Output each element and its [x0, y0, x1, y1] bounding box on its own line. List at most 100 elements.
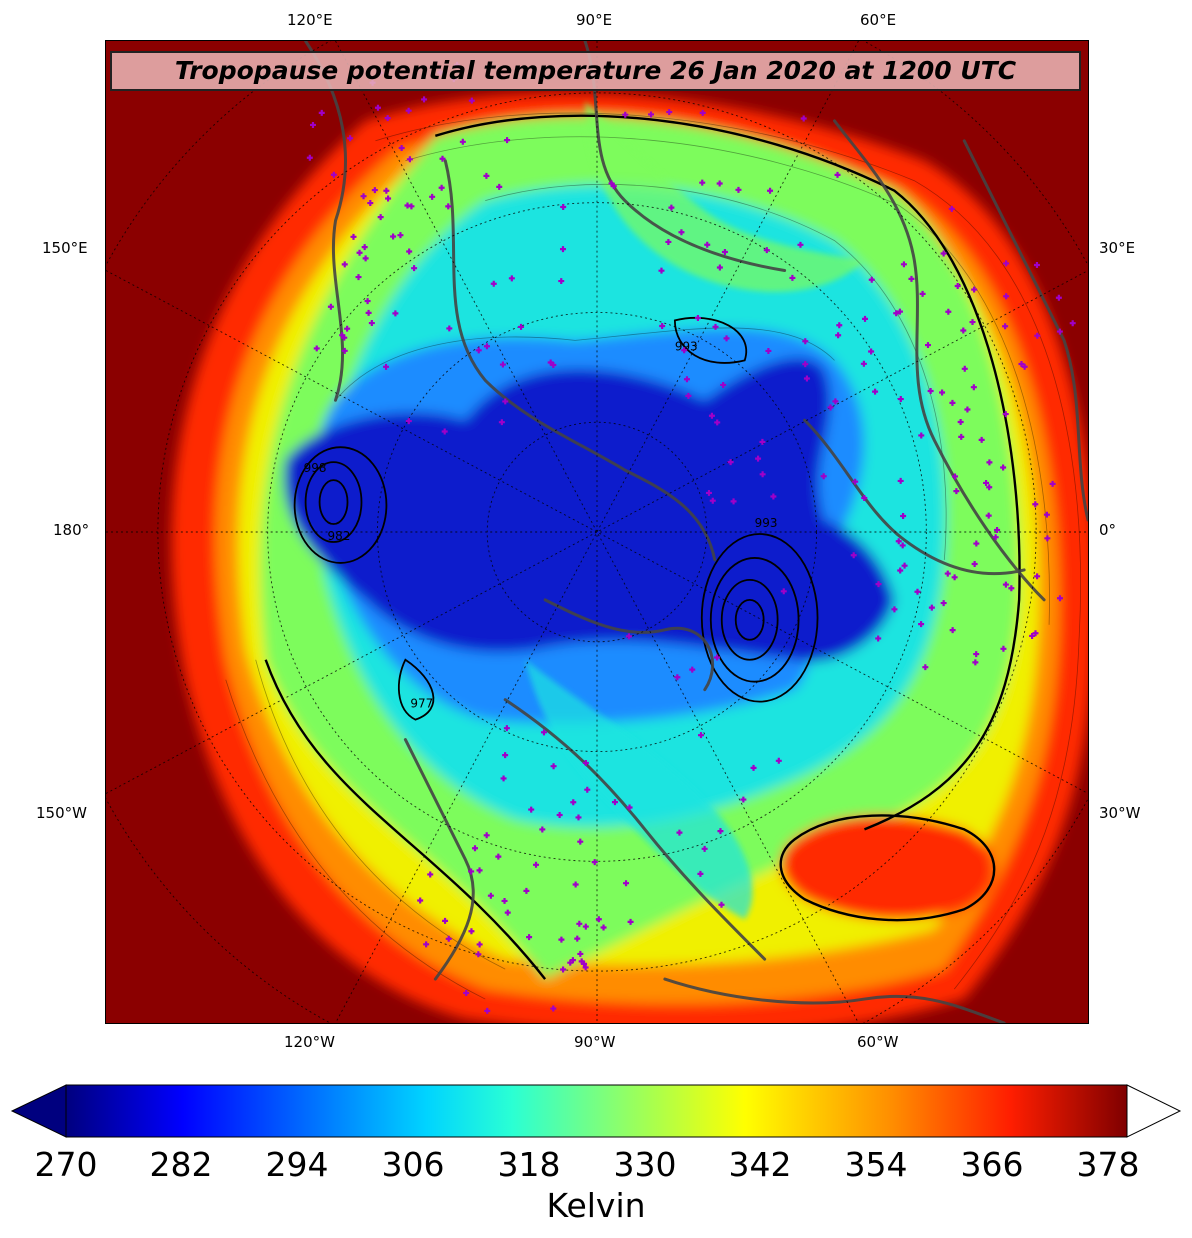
station-marker — [891, 606, 898, 613]
station-marker — [385, 195, 392, 202]
station-marker — [914, 588, 921, 595]
contour-label: 993 — [675, 339, 698, 353]
station-marker — [897, 396, 904, 403]
station-marker — [986, 484, 993, 491]
station-marker — [797, 241, 804, 248]
contour-isentrope — [405, 136, 1050, 625]
station-marker — [1034, 573, 1041, 580]
station-marker — [550, 361, 557, 368]
station-marker — [1021, 363, 1028, 370]
station-marker — [666, 109, 673, 116]
contour-isentrope — [485, 183, 947, 560]
station-marker — [356, 249, 363, 256]
station-marker — [1055, 294, 1062, 301]
station-marker — [390, 233, 397, 240]
station-marker — [1008, 585, 1015, 592]
station-marker — [900, 261, 907, 268]
station-marker — [1033, 261, 1040, 268]
station-marker — [714, 419, 721, 426]
station-marker — [897, 567, 904, 574]
colorbar-tick: 366 — [960, 1145, 1024, 1184]
colorbar-min-extension — [10, 1084, 67, 1138]
station-marker — [406, 156, 413, 163]
station-marker — [648, 111, 655, 118]
contour-label: 998 — [304, 461, 327, 475]
lon-label-top-60e: 60°E — [860, 11, 897, 29]
station-marker — [716, 264, 723, 271]
station-marker — [740, 796, 747, 803]
station-marker — [364, 298, 371, 305]
graticule-parallel — [486, 421, 708, 643]
station-marker — [558, 278, 565, 285]
station-marker — [767, 187, 774, 194]
station-marker — [1003, 293, 1010, 300]
station-marker — [709, 497, 716, 504]
lon-label-right-30w: 30°W — [1099, 804, 1141, 822]
station-marker — [994, 527, 1001, 533]
station-marker — [708, 412, 715, 419]
station-marker — [625, 633, 632, 640]
station-marker — [540, 729, 547, 736]
station-marker — [476, 867, 483, 874]
station-marker — [468, 97, 475, 104]
field-anomaly-red — [780, 815, 995, 921]
station-marker — [439, 155, 446, 162]
tropopause-break-line — [779, 814, 996, 922]
station-marker — [1002, 323, 1009, 330]
station-marker — [897, 477, 904, 484]
station-marker — [972, 659, 979, 666]
station-marker — [919, 290, 926, 297]
station-marker — [504, 137, 511, 144]
station-marker — [360, 193, 367, 200]
station-marker — [720, 381, 727, 388]
station-marker — [775, 757, 782, 764]
station-marker — [723, 335, 730, 342]
colorbar-tick: 342 — [728, 1145, 792, 1184]
station-marker — [384, 115, 391, 122]
station-marker — [570, 799, 577, 806]
station-marker — [558, 936, 565, 943]
station-marker — [1000, 645, 1007, 652]
slp-contour-low-east — [720, 579, 779, 661]
contour-label: 993 — [755, 516, 778, 530]
contour-label: 977 — [410, 697, 433, 711]
coastline — [583, 41, 787, 273]
station-marker — [948, 205, 955, 212]
coastline — [833, 119, 1046, 602]
station-marker — [330, 171, 337, 178]
station-marker — [495, 853, 502, 860]
station-marker — [900, 512, 907, 519]
station-marker — [560, 966, 567, 973]
station-marker — [765, 347, 772, 354]
station-marker — [502, 752, 509, 759]
station-marker — [627, 918, 634, 925]
station-marker — [895, 538, 902, 545]
station-marker — [718, 901, 725, 908]
station-marker — [770, 493, 777, 500]
station-marker — [445, 935, 452, 942]
colorbar-tick: 306 — [381, 1145, 445, 1184]
station-marker — [398, 145, 405, 152]
station-marker — [716, 180, 723, 187]
station-marker — [705, 489, 712, 496]
station-marker — [659, 323, 666, 330]
station-marker — [483, 343, 490, 350]
station-marker — [1049, 480, 1056, 487]
station-marker — [550, 763, 557, 770]
station-marker — [611, 799, 618, 806]
station-marker — [582, 923, 589, 930]
station-marker — [483, 832, 490, 839]
field-core-deep — [284, 357, 895, 662]
lon-label-bottom-90w: 90°W — [574, 1033, 616, 1051]
station-marker — [961, 365, 968, 372]
station-marker — [404, 202, 411, 209]
station-marker — [922, 664, 929, 671]
station-marker — [820, 473, 827, 480]
station-marker — [368, 320, 375, 327]
station-marker — [944, 570, 951, 577]
station-marker — [484, 1007, 491, 1014]
station-marker — [344, 325, 351, 332]
station-marker — [899, 542, 906, 549]
station-marker — [362, 255, 369, 262]
station-marker — [983, 479, 990, 486]
